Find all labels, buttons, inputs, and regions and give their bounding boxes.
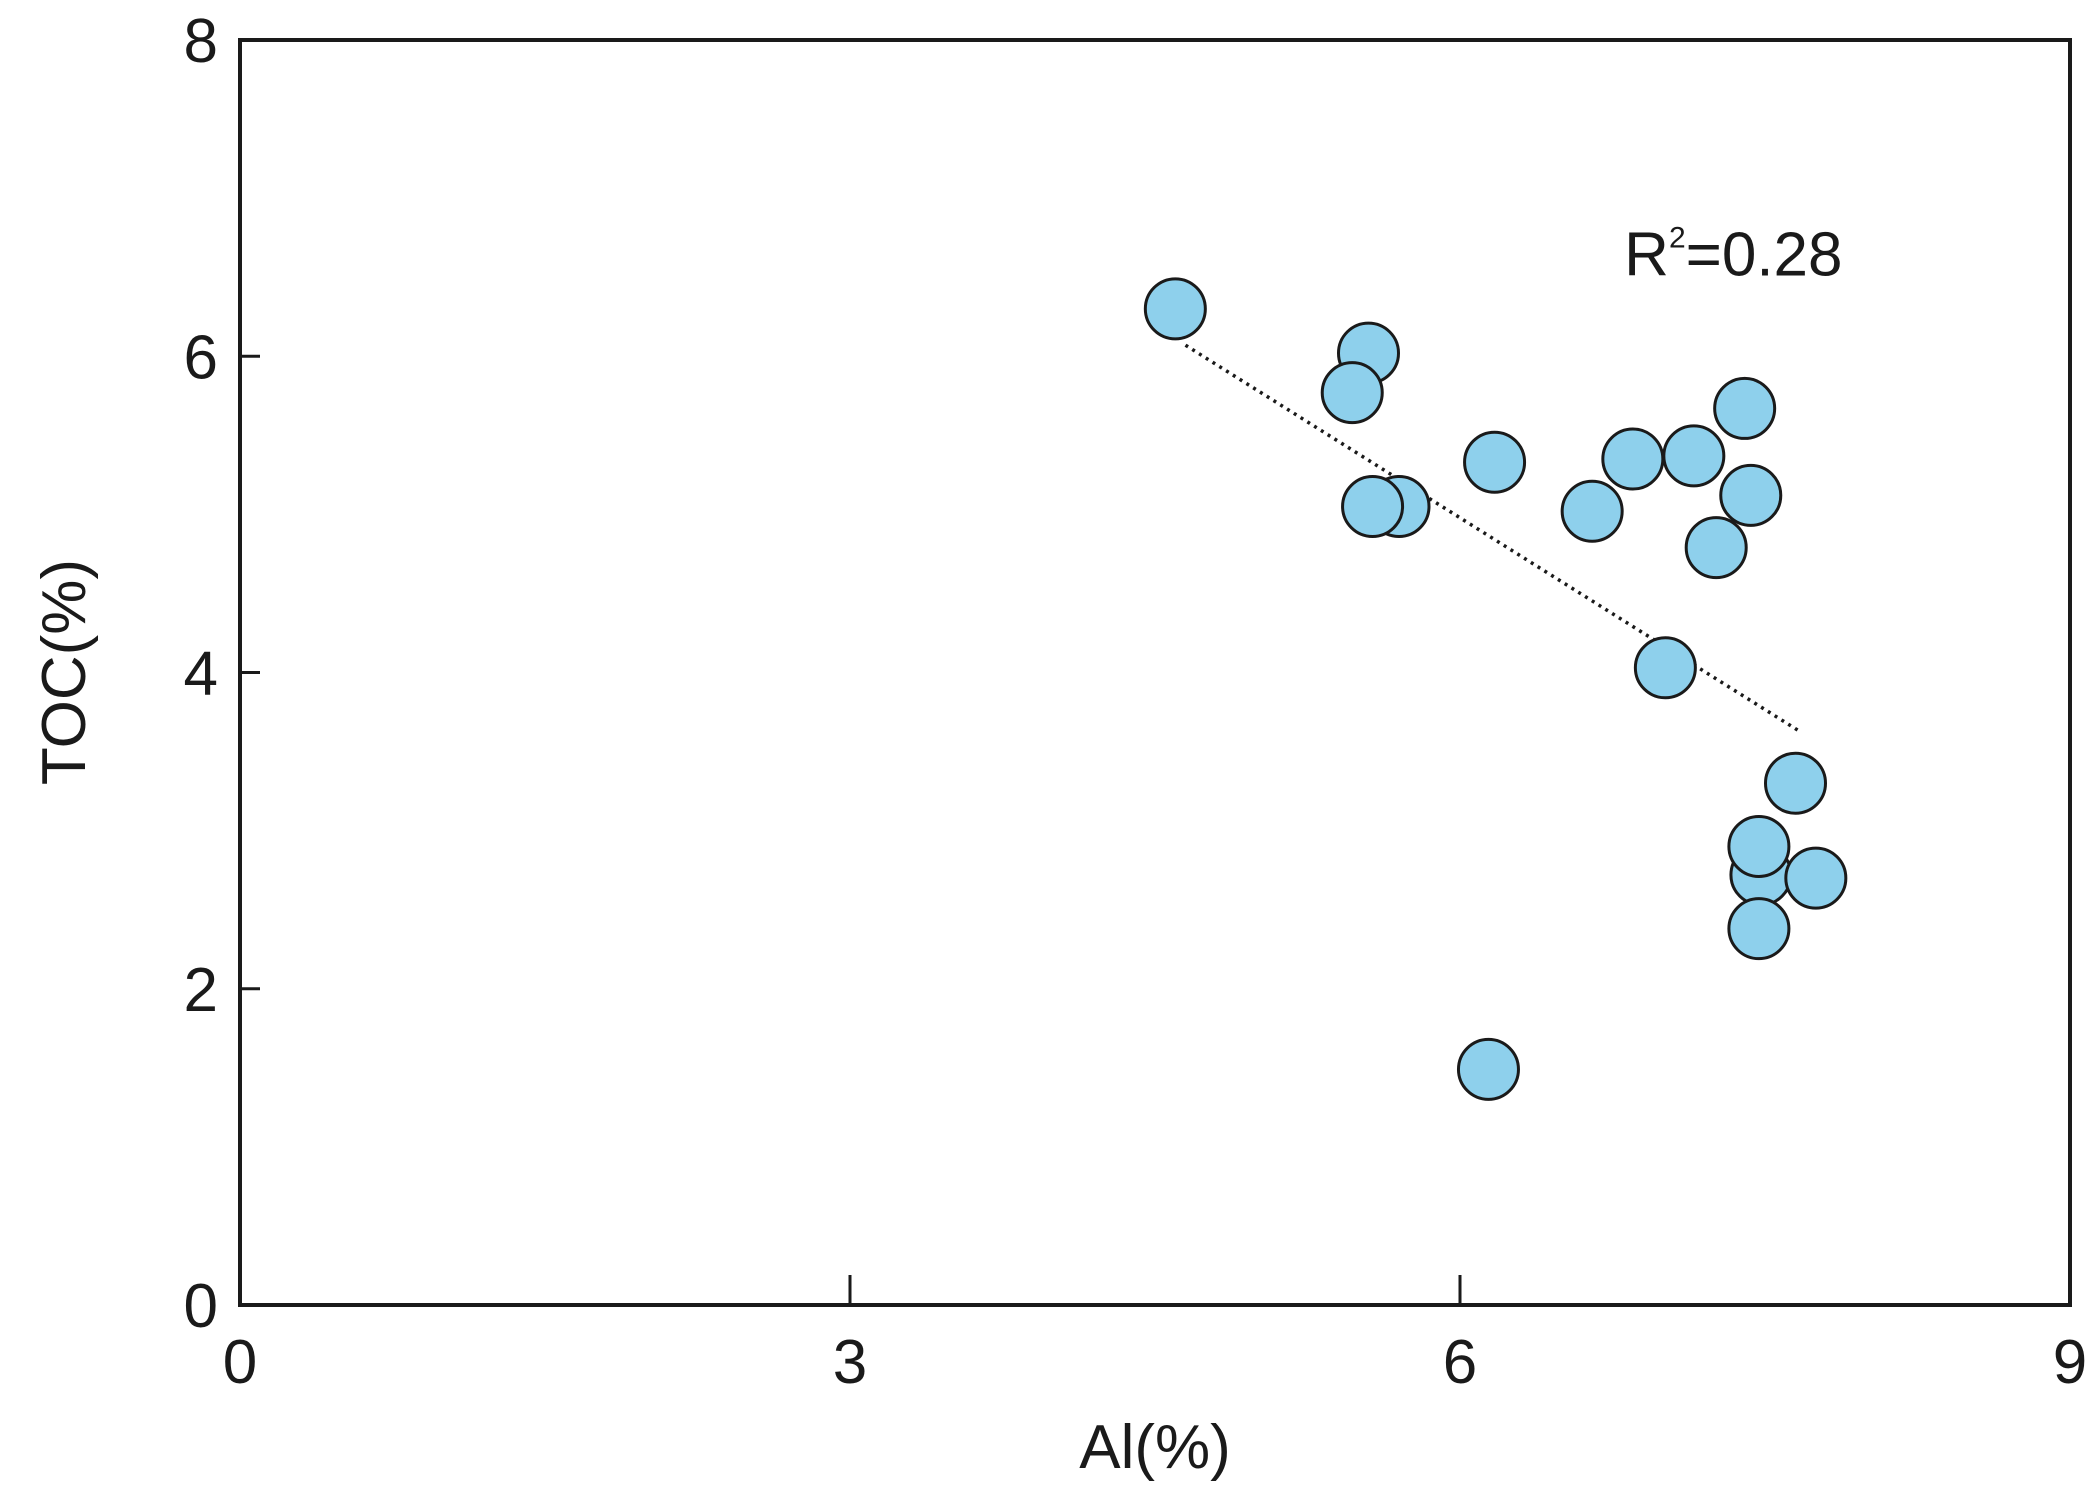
r-squared-superscript: 2 [1669,221,1686,254]
y-tick-label: 8 [184,7,218,76]
data-point [1719,463,1783,527]
data-point [1341,474,1405,538]
y-axis-ticks: 0 2 4 6 8 [184,7,260,1341]
y-axis-label: TOC(%) [30,559,99,785]
r-squared-base: R [1624,220,1669,289]
plot-frame [238,38,2072,1307]
data-point [1601,427,1665,491]
data-point [1560,479,1624,543]
x-tick-label: 0 [223,1328,257,1397]
data-point [1463,430,1527,494]
data-point [1662,424,1726,488]
x-tick-label: 9 [2053,1328,2087,1397]
x-tick-label: 6 [1443,1328,1477,1397]
data-point [1684,516,1748,580]
data-point [1727,814,1791,878]
data-point [1320,361,1384,425]
y-tick-label: 2 [184,956,218,1025]
data-point [1727,897,1791,961]
data-point [1784,846,1848,910]
data-point [1633,636,1697,700]
data-point [1713,376,1777,440]
x-axis-label: Al(%) [1079,1413,1231,1482]
r-squared-annotation: R2=0.28 [1624,220,1842,289]
data-point [1456,1037,1520,1101]
data-point [1143,277,1207,341]
y-tick-label: 4 [184,640,218,709]
r-squared-value: =0.28 [1686,220,1843,289]
trendline-layer [1184,343,1803,735]
y-tick-label: 6 [184,323,218,392]
data-points [1143,277,1848,1101]
x-axis-ticks: 0 3 6 9 [223,1275,2087,1397]
y-tick-label: 0 [184,1272,218,1341]
trendline [1184,343,1803,735]
data-point [1764,751,1827,815]
x-tick-label: 3 [833,1328,867,1397]
